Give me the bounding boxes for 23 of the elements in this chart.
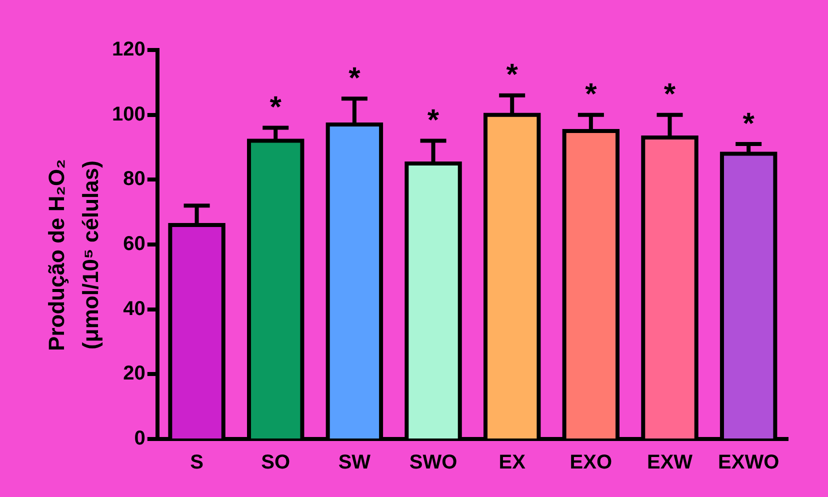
annotation: *	[270, 91, 282, 124]
x-tick-label: SWO	[409, 452, 458, 474]
annotation: *	[664, 78, 676, 112]
y-tick-label: 60	[123, 233, 146, 256]
y-tick-label: 100	[112, 103, 146, 126]
x-tick-label: SO	[261, 452, 290, 474]
annotation: *	[742, 107, 755, 140]
annotation: *	[348, 62, 361, 95]
x-tick-label: SW	[338, 452, 371, 474]
x-tick-label: EX	[498, 452, 526, 474]
annotation: *	[585, 78, 598, 112]
y-tick-label: 80	[123, 168, 146, 190]
y-tick-label: 0	[134, 428, 146, 450]
x-tick-label: EXO	[570, 452, 612, 474]
y-tick-label: 40	[123, 298, 146, 320]
annotation: *	[506, 58, 518, 92]
x-tick-label: EXWO	[718, 452, 780, 474]
y-axis-title: Produção de H₂O₂ (μmol/10⁵ células)	[44, 159, 103, 351]
x-tick-label: S	[190, 452, 204, 474]
y-tick-label: 20	[123, 362, 146, 385]
x-tick-label: EXW	[646, 452, 693, 474]
annotation: *	[427, 104, 440, 138]
y-tick-label: 120	[112, 38, 146, 61]
